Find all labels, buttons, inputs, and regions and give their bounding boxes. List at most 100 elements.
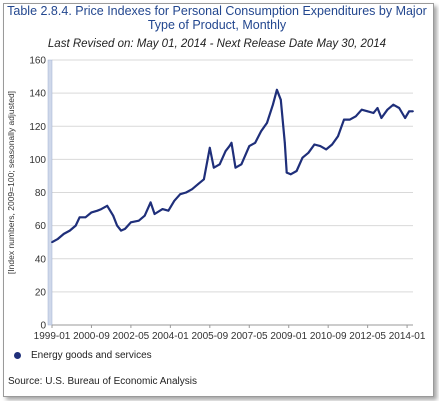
data-point: [212, 166, 215, 169]
data-point: [301, 156, 304, 159]
data-point: [372, 112, 375, 114]
data-point: [240, 163, 243, 166]
x-tick-label: 2000-09: [73, 331, 110, 342]
data-point: [130, 221, 132, 224]
data-point: [366, 110, 369, 113]
data-point: [254, 141, 257, 144]
data-point: [392, 103, 395, 106]
x-tick-label: 2002-05: [113, 331, 150, 342]
data-point: [260, 130, 262, 133]
data-point: [197, 183, 199, 186]
x-tick-label: 2004-01: [152, 331, 189, 342]
data-point: [90, 211, 93, 214]
data-point: [161, 208, 164, 211]
y-tick-label: 40: [35, 254, 47, 265]
data-point: [307, 151, 310, 154]
series-layer: [51, 88, 414, 244]
data-point: [234, 166, 237, 169]
x-tick-label: 2010-09: [310, 331, 347, 342]
data-point: [337, 135, 339, 138]
data-point: [100, 208, 103, 211]
y-tick-label: 20: [35, 287, 47, 298]
data-point: [120, 229, 122, 232]
data-point: [167, 209, 170, 212]
data-point: [218, 163, 221, 166]
chart-subtitle: Last Revised on: May 01, 2014 - Next Rel…: [47, 38, 387, 50]
data-point: [96, 209, 99, 212]
grid-lines: [52, 59, 413, 326]
data-point: [276, 88, 278, 91]
y-axis-label: [Index numbers, 2009=100; seasonally adj…: [6, 91, 16, 274]
data-point: [331, 143, 333, 146]
data-point: [360, 108, 363, 111]
data-point: [224, 150, 227, 153]
data-point: [51, 241, 53, 244]
data-point: [137, 219, 140, 222]
data-point: [228, 145, 231, 148]
data-point: [279, 98, 282, 101]
x-tick-label: 2007-05: [231, 331, 268, 342]
legend-marker: [14, 352, 21, 359]
data-point: [313, 143, 316, 146]
data-point: [191, 188, 194, 191]
series-line-energy: [51, 88, 413, 244]
axes: [47, 59, 413, 326]
data-point: [116, 224, 118, 227]
data-point: [143, 214, 146, 217]
source-note: Source: U.S. Bureau of Economic Analysis: [8, 376, 197, 387]
data-point: [124, 228, 126, 230]
data-point: [74, 224, 77, 227]
data-point: [230, 141, 233, 144]
data-point: [179, 193, 182, 196]
data-point: [408, 110, 410, 113]
data-point: [153, 213, 156, 215]
data-point: [78, 216, 81, 219]
y-tick-label: 160: [29, 56, 46, 67]
x-tick-label: 2012-05: [349, 331, 386, 342]
legend-label: Energy goods and services: [31, 350, 152, 361]
data-point: [285, 171, 288, 174]
data-point: [106, 204, 109, 207]
data-point: [319, 145, 322, 148]
y-tick-label: 60: [35, 221, 47, 232]
data-point: [173, 199, 176, 202]
chart-title: Table 2.8.4. Price Indexes for Personal …: [7, 4, 427, 32]
x-tick-label: 2014-01: [389, 331, 426, 342]
y-tick-label: 120: [29, 122, 46, 133]
x-tick-label: 1999-01: [34, 331, 71, 342]
y-tick-label: 80: [35, 188, 47, 199]
data-point: [84, 216, 87, 219]
data-point: [203, 178, 205, 181]
data-point: [289, 173, 292, 176]
data-point: [185, 191, 188, 194]
y-axis-bar: [47, 59, 53, 326]
data-point: [412, 110, 414, 113]
y-tick-label: 140: [29, 89, 46, 100]
data-point: [248, 145, 251, 148]
data-point: [325, 148, 328, 151]
data-point: [283, 141, 286, 144]
data-point: [398, 107, 401, 109]
data-point: [380, 117, 383, 119]
legend[interactable]: Energy goods and services: [14, 350, 152, 361]
data-point: [354, 115, 357, 118]
data-point: [57, 238, 59, 240]
x-tick-label: 2009-01: [270, 331, 307, 342]
data-point: [68, 229, 71, 232]
data-point: [343, 118, 345, 121]
data-point: [404, 117, 406, 119]
y-tick-label: 0: [40, 321, 46, 332]
data-point: [376, 107, 379, 109]
y-tick-label: 100: [29, 155, 46, 166]
data-point: [272, 103, 274, 106]
data-point: [208, 146, 211, 149]
y-tick-labels: 0 20 40 60 80 100 120 140 160: [29, 56, 46, 332]
data-point: [386, 108, 389, 111]
data-point: [112, 214, 115, 217]
x-tick-label: 2005-09: [191, 331, 228, 342]
data-point: [149, 201, 152, 204]
data-point: [266, 122, 268, 124]
data-point: [295, 170, 298, 172]
data-point: [62, 233, 65, 235]
